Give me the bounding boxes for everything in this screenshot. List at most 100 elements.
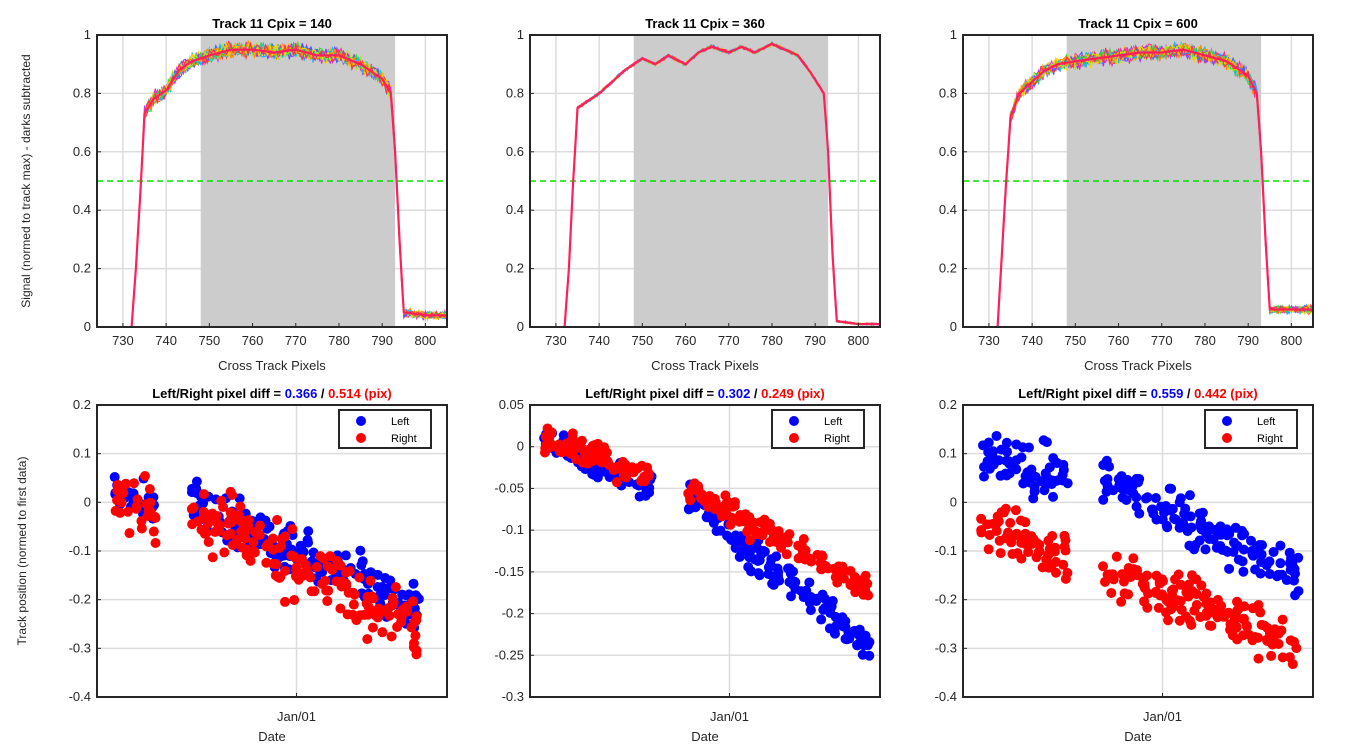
right-point [812,549,823,560]
right-point [983,544,994,555]
right-point [1268,632,1279,643]
right-point [744,535,755,546]
axes-box [529,404,881,698]
right-point [408,642,419,653]
left-point [786,591,797,602]
title-prefix: Left/Right pixel diff = [1018,386,1151,401]
left-point [1211,542,1222,553]
y-tick-label: 0 [950,494,957,509]
right-point [1128,553,1139,564]
left-point [302,535,313,546]
y-tick-label: -0.4 [69,689,91,704]
right-point [311,562,322,573]
right-point [1139,581,1150,592]
right-point [198,489,209,500]
right-point [280,531,291,542]
left-point [1146,504,1157,515]
right-point [695,493,706,504]
y-tick-label: 0.8 [939,85,957,100]
right-point [1050,542,1061,553]
right-point [286,550,297,561]
legend-left-label: Left [824,416,842,428]
right-point [1277,652,1288,663]
right-point [642,462,653,473]
title-prefix: Left/Right pixel diff = [585,386,718,401]
left-point [988,446,999,457]
x-axis-label: Date [1124,729,1151,744]
y-tick-label: 0.4 [73,202,91,217]
title-separator: / [317,386,328,401]
y-tick-label: 1 [950,27,957,42]
right-point [327,563,338,574]
left-point [1011,464,1022,475]
x-tick-label: 760 [1108,333,1130,348]
right-point [806,556,817,567]
x-tick-label: 800 [415,333,437,348]
right-point [124,528,135,539]
y-tick-label: 0.6 [73,144,91,159]
right-point [187,519,198,530]
left-point [1186,522,1197,533]
right-point [117,487,128,498]
right-point [1141,570,1152,581]
left-point [592,472,603,483]
left-point [857,633,868,644]
right-point [344,566,355,577]
right-point [225,507,236,518]
left-point [983,437,994,448]
chart-title: Track 11 Cpix = 140 [212,16,332,31]
right-point [1289,636,1300,647]
right-point [1111,551,1122,562]
x-tick-label: 740 [588,333,610,348]
right-point [1238,613,1249,624]
right-point [1198,592,1209,603]
right-point [1104,569,1115,580]
x-axis-label: Date [691,729,718,744]
left-point [979,471,990,482]
y-tick-label: -0.2 [69,592,91,607]
right-point [211,511,222,522]
title-separator: / [750,386,761,401]
x-tick-label: 750 [1064,333,1086,348]
left-point [1128,488,1139,499]
left-point [1170,514,1181,525]
right-point [1223,607,1234,618]
right-point [1172,595,1183,606]
right-point [593,449,604,460]
y-tick-label: -0.3 [502,689,524,704]
chart-title: Left/Right pixel diff = 0.302 / 0.249 (p… [585,386,825,401]
right-point [218,502,229,513]
left-point [1184,490,1195,501]
right-point [1184,615,1195,626]
left-point [1011,455,1022,466]
right-point [368,593,379,604]
right-point [1232,596,1243,607]
left-point [1001,437,1012,448]
right-point [742,526,753,537]
left-point [1029,486,1040,497]
x-tick-label: 770 [1151,333,1173,348]
right-point [1255,607,1266,618]
left-point [783,563,794,574]
right-point [542,423,553,434]
right-point [1203,599,1214,610]
chart-title: Left/Right pixel diff = 0.559 / 0.442 (p… [1018,386,1258,401]
right-point [755,529,766,540]
y-tick-label: 0 [517,439,524,454]
left-point [1277,569,1288,580]
left-point [804,577,815,588]
position-chart-1: -0.4-0.3-0.2-0.100.10.2Jan/01DateLeft/Ri… [69,386,448,744]
y-tick-label: -0.1 [502,522,524,537]
left-point [1215,521,1226,532]
x-tick-label: 730 [978,333,1000,348]
y-tick-label: 0 [950,319,957,334]
signal-series-line [130,48,447,328]
right-point [131,501,142,512]
y-axis-label: Track position (normed to first data) [15,457,29,646]
right-point [782,537,793,548]
left-point [804,597,815,608]
right-point [386,631,397,642]
left-point [1036,476,1047,487]
right-point [248,537,259,548]
